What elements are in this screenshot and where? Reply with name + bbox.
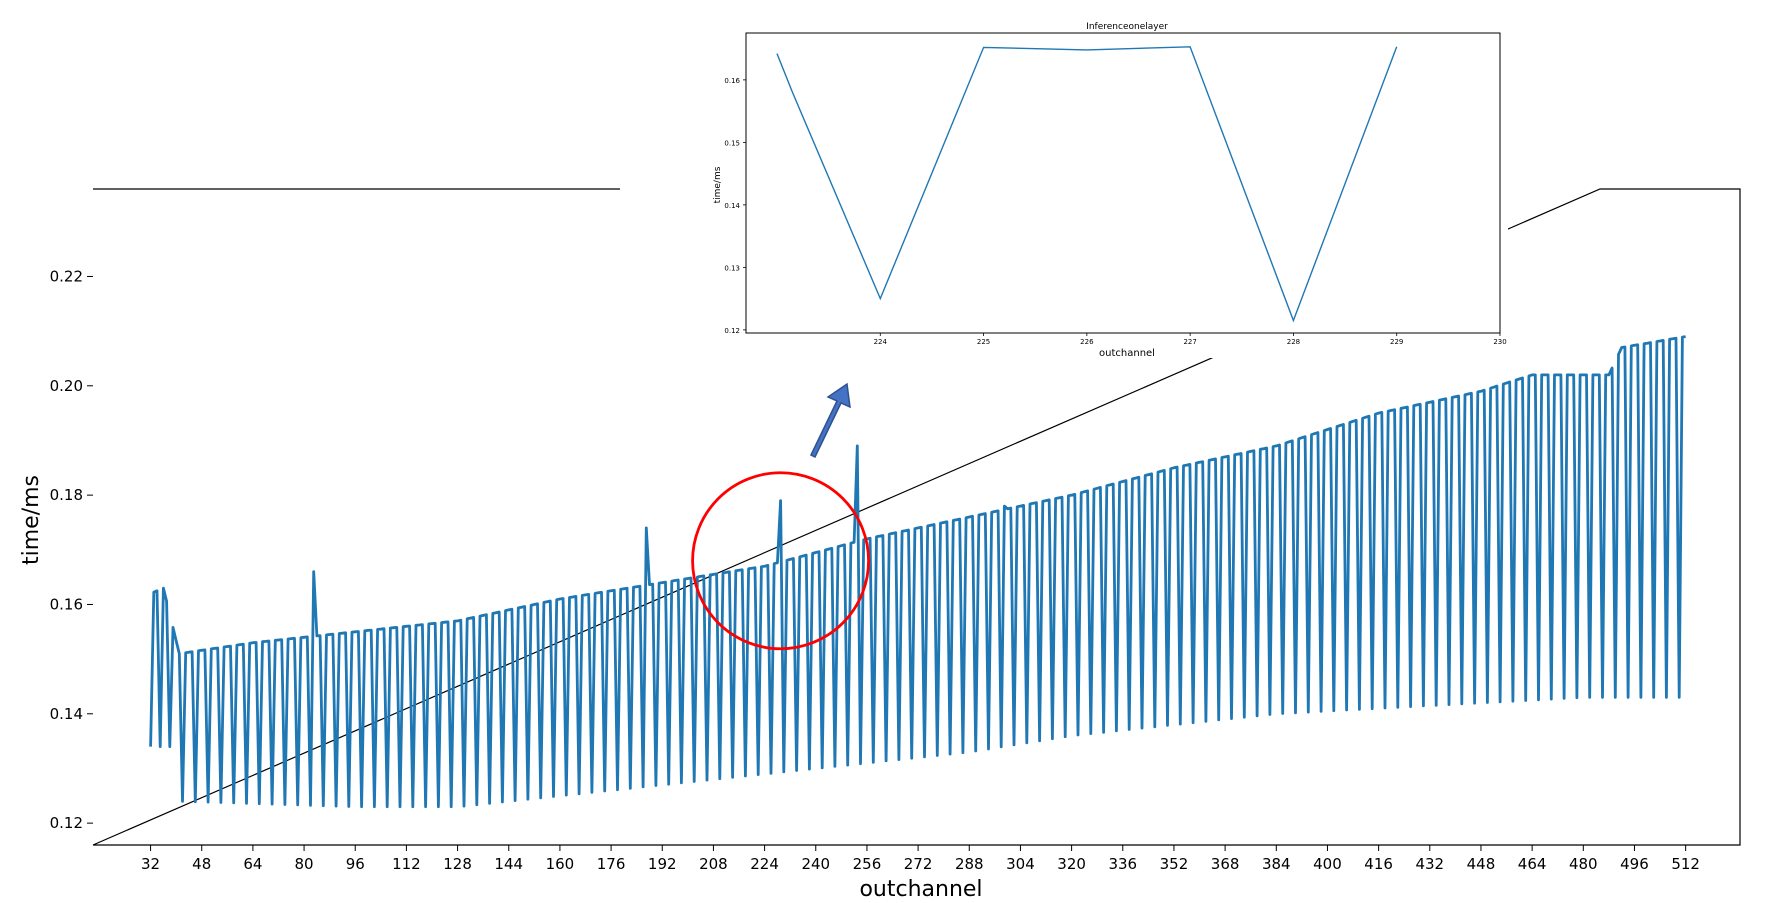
main-y-axis: 0.12 0.14 0.16 0.18 0.20 0.22: [50, 267, 93, 832]
inset-y-tick-label: 0.14: [724, 202, 740, 210]
main-x-tick-label: 432: [1415, 855, 1444, 873]
inset-x-tick-label: 224: [874, 338, 888, 346]
inset-x-axis-label: outchannel: [1099, 348, 1155, 359]
main-x-tick-label: 464: [1518, 855, 1547, 873]
inset-y-tick-label: 0.12: [724, 327, 740, 335]
inset-series-line: [776, 46, 1398, 323]
highlight-circle: [691, 471, 870, 651]
main-y-tick-label: 0.20: [50, 377, 83, 395]
inset-y-tick-label: 0.15: [724, 139, 740, 147]
main-series-line: [149, 335, 1686, 809]
main-chart: 0.12 0.14 0.16 0.18 0.20 0.22 32 48 64 80 96 112 12…: [19, 188, 1741, 902]
main-x-tick-label: 112: [392, 855, 421, 873]
inset-x-tick-label: 226: [1080, 338, 1094, 346]
main-x-tick-label: 272: [904, 855, 933, 873]
main-x-tick-label: 96: [346, 855, 365, 873]
main-x-tick-label: 288: [955, 855, 984, 873]
main-x-tick-label: 224: [750, 855, 779, 873]
main-x-tick-label: 32: [141, 855, 160, 873]
main-x-tick-label: 48: [192, 855, 211, 873]
main-x-tick-label: 480: [1569, 855, 1598, 873]
main-x-tick-label: 144: [494, 855, 523, 873]
main-x-tick-label: 320: [1057, 855, 1086, 873]
main-y-tick-label: 0.12: [50, 814, 83, 832]
inset-x-tick-label: 230: [1493, 338, 1506, 346]
main-x-tick-label: 496: [1620, 855, 1649, 873]
inset-title: Inferenceonelayer: [1086, 22, 1168, 32]
zoom-arrow: [810, 382, 851, 459]
inset-y-tick-label: 0.16: [724, 77, 740, 85]
main-x-tick-label: 384: [1262, 855, 1291, 873]
main-x-axis-label: outchannel: [859, 877, 982, 902]
inset-x-tick-label: 227: [1183, 338, 1196, 346]
main-x-tick-label: 304: [1006, 855, 1035, 873]
main-x-tick-label: 80: [295, 855, 314, 873]
inset-x-tick-label: 225: [977, 338, 990, 346]
inset-plot-frame: [745, 32, 1501, 334]
inset-y-axis: 0.12 0.13 0.14 0.15 0.16: [724, 77, 746, 335]
main-x-tick-label: 368: [1211, 855, 1240, 873]
inset-x-axis: 224 225 226 227 228 229 230: [874, 333, 1507, 346]
main-x-tick-label: 448: [1467, 855, 1496, 873]
main-y-tick-label: 0.22: [50, 267, 83, 285]
main-x-tick-label: 352: [1160, 855, 1189, 873]
main-x-tick-label: 400: [1313, 855, 1342, 873]
main-x-tick-label: 176: [597, 855, 626, 873]
main-x-axis: 32 48 64 80 96 112 128 144 160 176 192 208 224 240 256…: [141, 845, 1700, 873]
main-y-tick-label: 0.16: [50, 595, 83, 613]
main-y-tick-label: 0.14: [50, 705, 83, 723]
main-x-tick-label: 192: [648, 855, 677, 873]
main-x-tick-label: 208: [699, 855, 728, 873]
main-x-tick-label: 256: [853, 855, 882, 873]
inset-y-axis-label: time/ms: [713, 166, 723, 203]
inset-y-tick-label: 0.13: [724, 264, 740, 272]
main-x-tick-label: 160: [546, 855, 575, 873]
main-y-axis-label: time/ms: [19, 475, 44, 565]
inset-x-tick-label: 229: [1390, 338, 1403, 346]
main-y-tick-label: 0.18: [50, 486, 83, 504]
main-x-tick-label: 512: [1671, 855, 1700, 873]
main-x-tick-label: 336: [1108, 855, 1137, 873]
main-x-tick-label: 128: [443, 855, 472, 873]
inset-x-tick-label: 228: [1287, 338, 1300, 346]
main-x-tick-label: 416: [1364, 855, 1393, 873]
main-x-tick-label: 64: [243, 855, 262, 873]
main-x-tick-label: 240: [801, 855, 830, 873]
inset-chart: 0.120.130.140.150.16 224 225 226 227 228 229 2…: [713, 22, 1508, 359]
